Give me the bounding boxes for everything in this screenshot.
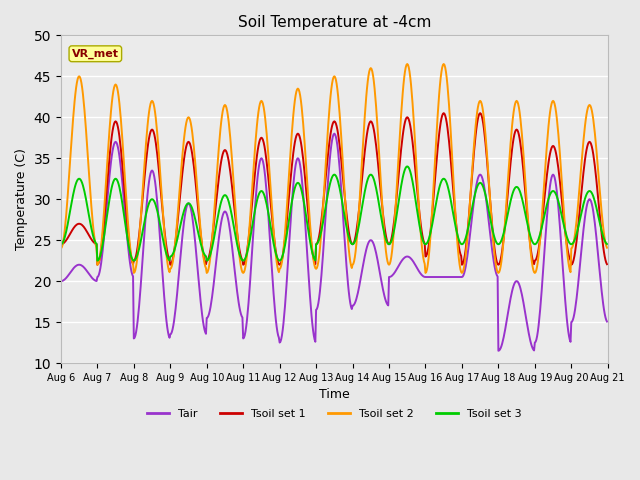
Tsoil set 2 [403,61,411,67]
Tair [207,300,215,305]
Tsoil set 2 [179,144,187,150]
Tsoil set 3 [124,237,132,243]
Tair [401,254,409,260]
Tsoil set 1 [67,230,75,236]
Y-axis label: Temperature (C): Temperature (C) [15,148,28,250]
Tsoil set 2 [208,237,216,243]
Tair [417,271,425,277]
Line: Tsoil set 3: Tsoil set 3 [61,167,607,261]
Tsoil set 2 [603,245,611,251]
Tsoil set 3 [57,241,65,247]
Tsoil set 3 [401,167,409,172]
Tair [179,233,186,239]
Tsoil set 2 [130,270,138,276]
Tsoil set 3 [179,211,187,216]
Tair [57,278,65,284]
Tair [603,319,611,324]
Tsoil set 3 [67,204,75,210]
Tsoil set 1 [57,241,65,247]
Tsoil set 3 [603,241,611,247]
Tsoil set 1 [440,110,447,116]
Tsoil set 3 [403,164,411,169]
Tsoil set 2 [418,241,426,247]
Tsoil set 2 [401,69,409,74]
Text: VR_met: VR_met [72,48,119,59]
Tsoil set 3 [93,258,101,264]
Tsoil set 2 [67,148,75,154]
Tsoil set 1 [124,226,132,232]
Tsoil set 2 [57,245,65,251]
X-axis label: Time: Time [319,388,349,401]
Line: Tair: Tair [61,133,607,351]
Tsoil set 2 [123,206,131,212]
Tair [330,131,338,136]
Line: Tsoil set 1: Tsoil set 1 [61,113,607,265]
Legend: Tair, Tsoil set 1, Tsoil set 2, Tsoil set 3: Tair, Tsoil set 1, Tsoil set 2, Tsoil se… [143,404,526,423]
Tsoil set 3 [418,233,426,239]
Tair [495,348,502,354]
Tair [123,232,131,238]
Tsoil set 1 [93,262,101,268]
Tair [67,269,75,275]
Tsoil set 1 [603,261,611,267]
Line: Tsoil set 2: Tsoil set 2 [61,64,607,273]
Tsoil set 1 [179,163,187,169]
Title: Soil Temperature at -4cm: Soil Temperature at -4cm [237,15,431,30]
Tsoil set 1 [401,119,409,125]
Tsoil set 1 [417,223,425,228]
Tsoil set 3 [208,245,216,251]
Tsoil set 1 [208,236,216,242]
